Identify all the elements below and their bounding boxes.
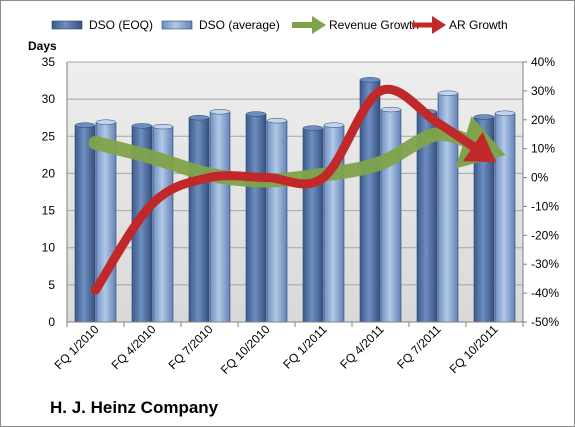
- series-line: [91, 84, 489, 295]
- series-arrowhead: [463, 132, 497, 163]
- legend-swatch: [161, 20, 193, 30]
- y-axis-title: Days: [28, 39, 57, 53]
- y-tick-label: 20: [42, 166, 56, 180]
- y-tick-label: 15: [42, 204, 56, 218]
- x-tick-label: FQ 7/2010: [166, 322, 216, 372]
- bar: [188, 117, 210, 323]
- bar: [266, 120, 288, 323]
- bar-top: [302, 125, 324, 131]
- bar-top: [152, 123, 174, 130]
- bar-top: [473, 114, 495, 120]
- bar-top: [323, 122, 345, 128]
- y2-tick-label: 0%: [531, 171, 549, 185]
- legend-arrow: [432, 16, 446, 34]
- bar-top: [95, 119, 117, 125]
- bar: [245, 113, 267, 323]
- series-line: [88, 127, 492, 188]
- bar-top: [131, 123, 153, 129]
- bar-top: [209, 109, 231, 115]
- y-tick-label: 25: [42, 129, 56, 143]
- bar-top: [266, 118, 288, 124]
- x-tick-label: FQ 10/2010: [218, 322, 273, 377]
- bar-top: [245, 111, 267, 117]
- growth-lines: [88, 84, 506, 295]
- y-tick-label: 10: [42, 241, 56, 255]
- y2-tick-label: -50%: [531, 315, 559, 329]
- y-tick-label: 35: [42, 55, 56, 69]
- legend-label: DSO (average): [199, 18, 280, 32]
- y2-tick-label: 10%: [531, 142, 555, 156]
- x-tick-label: FQ 7/2011: [394, 322, 444, 372]
- x-tick-label: FQ 10/2011: [447, 322, 501, 376]
- y2-tick-label: -40%: [531, 286, 559, 300]
- bar: [380, 109, 402, 323]
- bars: [74, 77, 516, 323]
- y2-tick-label: 30%: [531, 84, 555, 98]
- x-tick-label: FQ 1/2010: [52, 322, 102, 372]
- legend: DSO (EOQ) DSO (average) Revenue Growth AR G…: [51, 16, 508, 34]
- x-tick-label: FQ 1/2011: [280, 322, 330, 372]
- bar-top: [494, 110, 516, 116]
- legend-swatch: [51, 20, 83, 30]
- y2-tick-label: 20%: [531, 113, 555, 127]
- bar: [209, 111, 231, 323]
- y2-tick-label: -20%: [531, 228, 559, 242]
- bar-top: [380, 106, 402, 113]
- bar-top: [437, 90, 459, 96]
- y2-tick-label: -30%: [531, 257, 559, 271]
- legend-arrow: [312, 16, 326, 34]
- legend-label: Revenue Growth: [329, 18, 419, 32]
- x-tick-label: FQ 4/2011: [337, 322, 387, 372]
- y-tick-label: 5: [48, 278, 55, 292]
- y2-tick-label: 40%: [531, 55, 555, 69]
- chart-title: H. J. Heinz Company: [50, 398, 219, 417]
- legend-label: DSO (EOQ): [89, 18, 153, 32]
- y-tick-label: 0: [48, 315, 55, 329]
- bar-top: [74, 122, 96, 128]
- y-tick-label: 30: [42, 92, 56, 106]
- x-tick-label: FQ 4/2010: [109, 322, 159, 372]
- bar-top: [359, 77, 381, 83]
- y2-tick-label: -10%: [531, 199, 559, 213]
- bar: [302, 127, 324, 323]
- bar-top: [188, 115, 210, 121]
- legend-label: AR Growth: [449, 18, 508, 32]
- bar: [494, 112, 516, 323]
